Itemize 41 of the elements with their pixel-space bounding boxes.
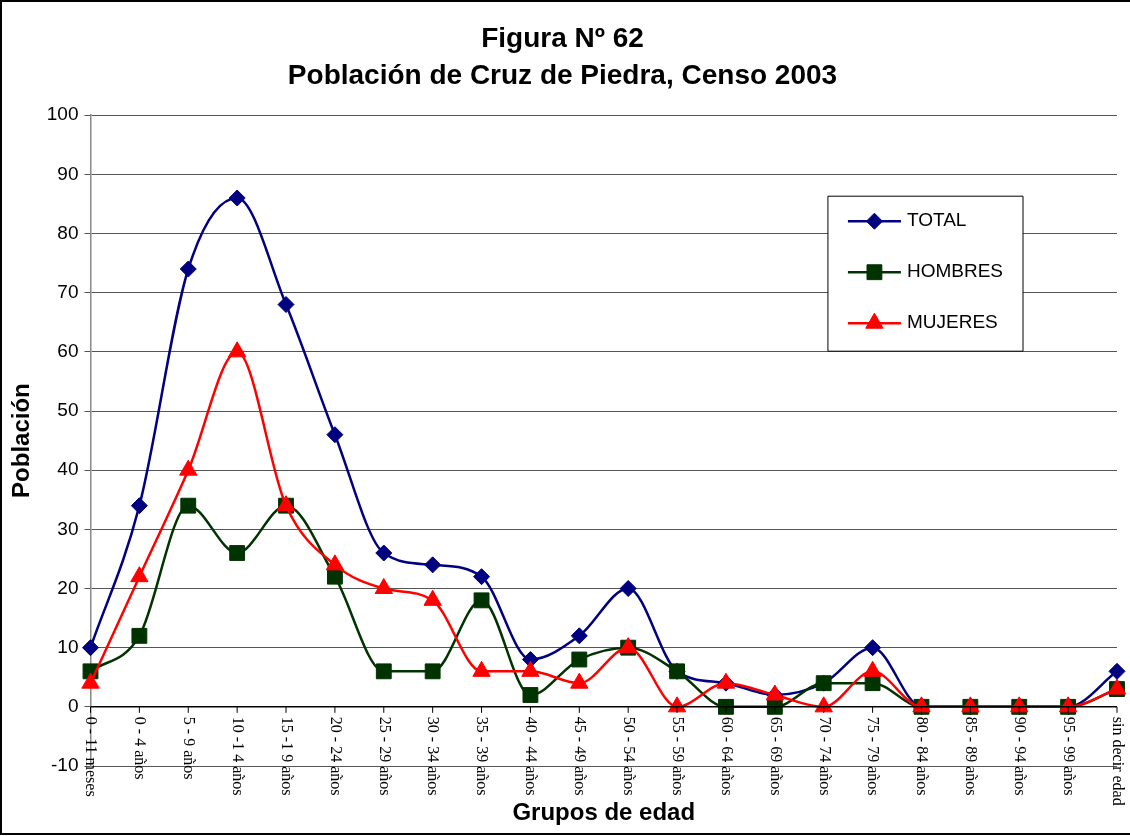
x-tick-label: 70 - 74 años [816, 716, 834, 796]
legend-label: HOMBRES [906, 260, 1004, 282]
x-tick-label: 0 - 11 meses [83, 716, 101, 797]
x-tick-label: 85 - 89 años [963, 716, 981, 796]
chart-title: Figura Nº 62 [481, 21, 644, 53]
chart-subtitle: Población de Cruz de Piedra, Censo 2003 [287, 59, 838, 91]
x-tick-label: 35 - 39 años [474, 716, 492, 796]
x-tick-label: 75 - 79 años [865, 716, 883, 796]
x-tick-label: 60 - 64 años [718, 716, 736, 796]
x-tick-label: 80 - 84 años [914, 716, 932, 796]
x-tick-label: 0 - 4 años [132, 716, 150, 780]
x-tick-label: 20 - 24 años [327, 716, 345, 796]
x-tick-label: 45 - 49 años [572, 716, 590, 796]
y-tick-label: 100 [46, 103, 79, 125]
y-tick-label: -10 [51, 754, 79, 776]
x-tick-label: 90 - 94 años [1012, 716, 1030, 796]
y-axis-title: Población [7, 383, 35, 498]
y-tick-label: 0 [67, 695, 79, 717]
x-tick-label: 30 - 34 años [425, 716, 443, 796]
y-tick-label: 50 [57, 399, 79, 421]
x-tick-label: sin decir edad [1109, 716, 1127, 806]
x-tick-label: 55 - 59 años [669, 716, 687, 796]
y-tick-label: 80 [57, 221, 79, 243]
y-tick-label: 10 [57, 635, 79, 657]
x-tick-label: 50 - 54 años [620, 716, 638, 796]
x-axis-title: Grupos de edad [512, 797, 696, 825]
y-tick-label: 30 [57, 517, 79, 539]
x-tick-label: 5 - 9 años [181, 716, 199, 780]
legend-label: MUJERES [906, 311, 998, 333]
y-tick-label: 90 [57, 162, 79, 184]
x-tick-label: 25 - 29 años [376, 716, 394, 796]
x-tick-label: 15 -1 9 años [278, 716, 296, 796]
x-tick-label: 95 - 99 años [1060, 716, 1078, 796]
legend-label: TOTAL [906, 209, 967, 231]
x-tick-label: 10 -1 4 años [229, 716, 247, 796]
y-tick-label: 20 [57, 576, 79, 598]
x-tick-label: 40 - 44 años [523, 716, 541, 796]
y-tick-label: 60 [57, 340, 79, 362]
x-tick-label: 65 - 69 años [767, 716, 785, 796]
y-tick-label: 40 [57, 458, 79, 480]
y-tick-label: 70 [57, 280, 79, 302]
